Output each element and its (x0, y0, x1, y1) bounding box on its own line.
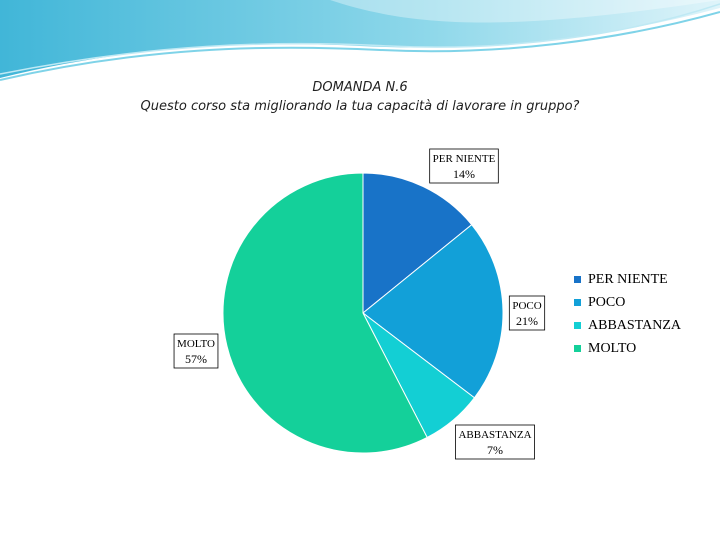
legend-item-per-niente: PER NIENTE (574, 268, 681, 291)
pie-slice-per-niente (362, 172, 473, 315)
legend-item-poco: POCO (574, 291, 681, 314)
legend-label: MOLTO (588, 340, 637, 356)
pie-slice-molto (222, 172, 428, 454)
legend-label: PER NIENTE (588, 271, 668, 287)
data-label-per-niente: PER NIENTE 14% (429, 148, 499, 184)
data-label-category: POCO (512, 300, 541, 312)
data-label-value: 57% (185, 352, 207, 366)
data-label-box (508, 295, 546, 331)
data-label-box (455, 424, 535, 460)
legend-swatch (574, 276, 581, 283)
data-label-category: ABBASTANZA (458, 429, 531, 441)
data-label-poco: POCO 21% (508, 295, 546, 331)
legend-swatch (574, 299, 581, 306)
legend-swatch (574, 322, 581, 329)
data-label-category: PER NIENTE (433, 153, 496, 165)
header-wave-decoration (0, 0, 720, 81)
legend-label: ABBASTANZA (588, 317, 681, 333)
data-label-abbastanza: ABBASTANZA 7% (455, 424, 535, 460)
legend-label: POCO (588, 294, 626, 310)
data-label-box (429, 148, 499, 184)
data-label-box (173, 333, 219, 369)
legend-item-abbastanza: ABBASTANZA (574, 314, 681, 337)
data-label-value: 7% (487, 443, 503, 457)
legend-swatch (574, 345, 581, 352)
chart-subtitle: Questo corso sta migliorando la tua capa… (140, 99, 580, 114)
data-label-value: 14% (453, 167, 475, 181)
data-label-category: MOLTO (177, 338, 215, 350)
legend-item-molto: MOLTO (574, 337, 681, 360)
chart-title: DOMANDA N.6 (312, 80, 408, 95)
data-label-value: 21% (516, 314, 538, 328)
chart-legend: PER NIENTE POCO ABBASTANZA MOLTO (574, 268, 681, 360)
data-label-molto: MOLTO 57% (173, 333, 219, 369)
pie-slice-poco (362, 224, 504, 399)
